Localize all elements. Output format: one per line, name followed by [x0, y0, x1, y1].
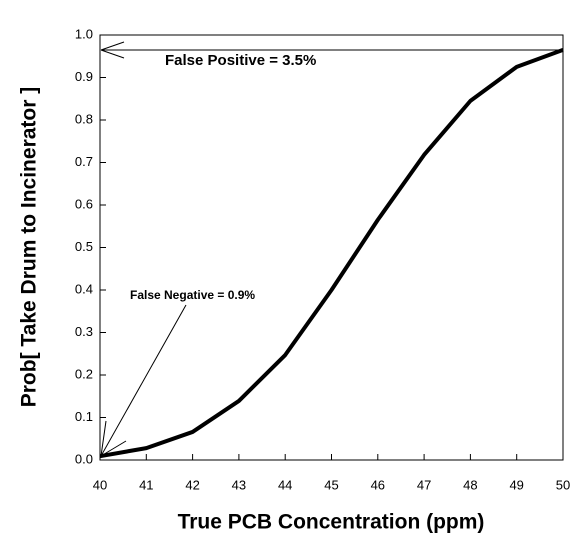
- arrow-false-negative: [100, 304, 187, 457]
- y-tick-label: 0.3: [75, 324, 93, 339]
- y-tick-label: 0.2: [75, 366, 93, 381]
- arrow-false-positive: [100, 41, 563, 59]
- x-tick-label: 50: [556, 477, 570, 492]
- x-tick-label: 46: [371, 477, 385, 492]
- x-tick-label: 42: [185, 477, 199, 492]
- y-tick-label: 0.6: [75, 196, 93, 211]
- x-tick-label: 43: [232, 477, 246, 492]
- y-tick-label: 0.8: [75, 111, 93, 126]
- y-tick-label: 0.0: [75, 451, 93, 466]
- x-tick-label: 41: [139, 477, 153, 492]
- x-tick-label: 40: [93, 477, 107, 492]
- annotation: False Negative = 0.9%: [130, 288, 255, 302]
- y-tick-label: 0.7: [75, 154, 93, 169]
- y-tick-label: 1.0: [75, 26, 93, 41]
- y-tick-label: 0.5: [75, 239, 93, 254]
- x-tick-label: 49: [509, 477, 523, 492]
- plot-frame: [99, 34, 564, 461]
- annotation: False Positive = 3.5%: [165, 52, 316, 69]
- x-axis-title: True PCB Concentration (ppm): [178, 511, 485, 534]
- data-line: [99, 47, 564, 459]
- y-tick-label: 0.4: [75, 281, 93, 296]
- x-tick-label: 44: [278, 477, 292, 492]
- y-tick-label: 0.1: [75, 409, 93, 424]
- x-tick-label: 45: [324, 477, 338, 492]
- x-tick-label: 47: [417, 477, 431, 492]
- y-tick-label: 0.9: [75, 69, 93, 84]
- x-tick-label: 48: [463, 477, 477, 492]
- y-axis-title: Prob[ Take Drum to Incinerator ]: [18, 87, 41, 408]
